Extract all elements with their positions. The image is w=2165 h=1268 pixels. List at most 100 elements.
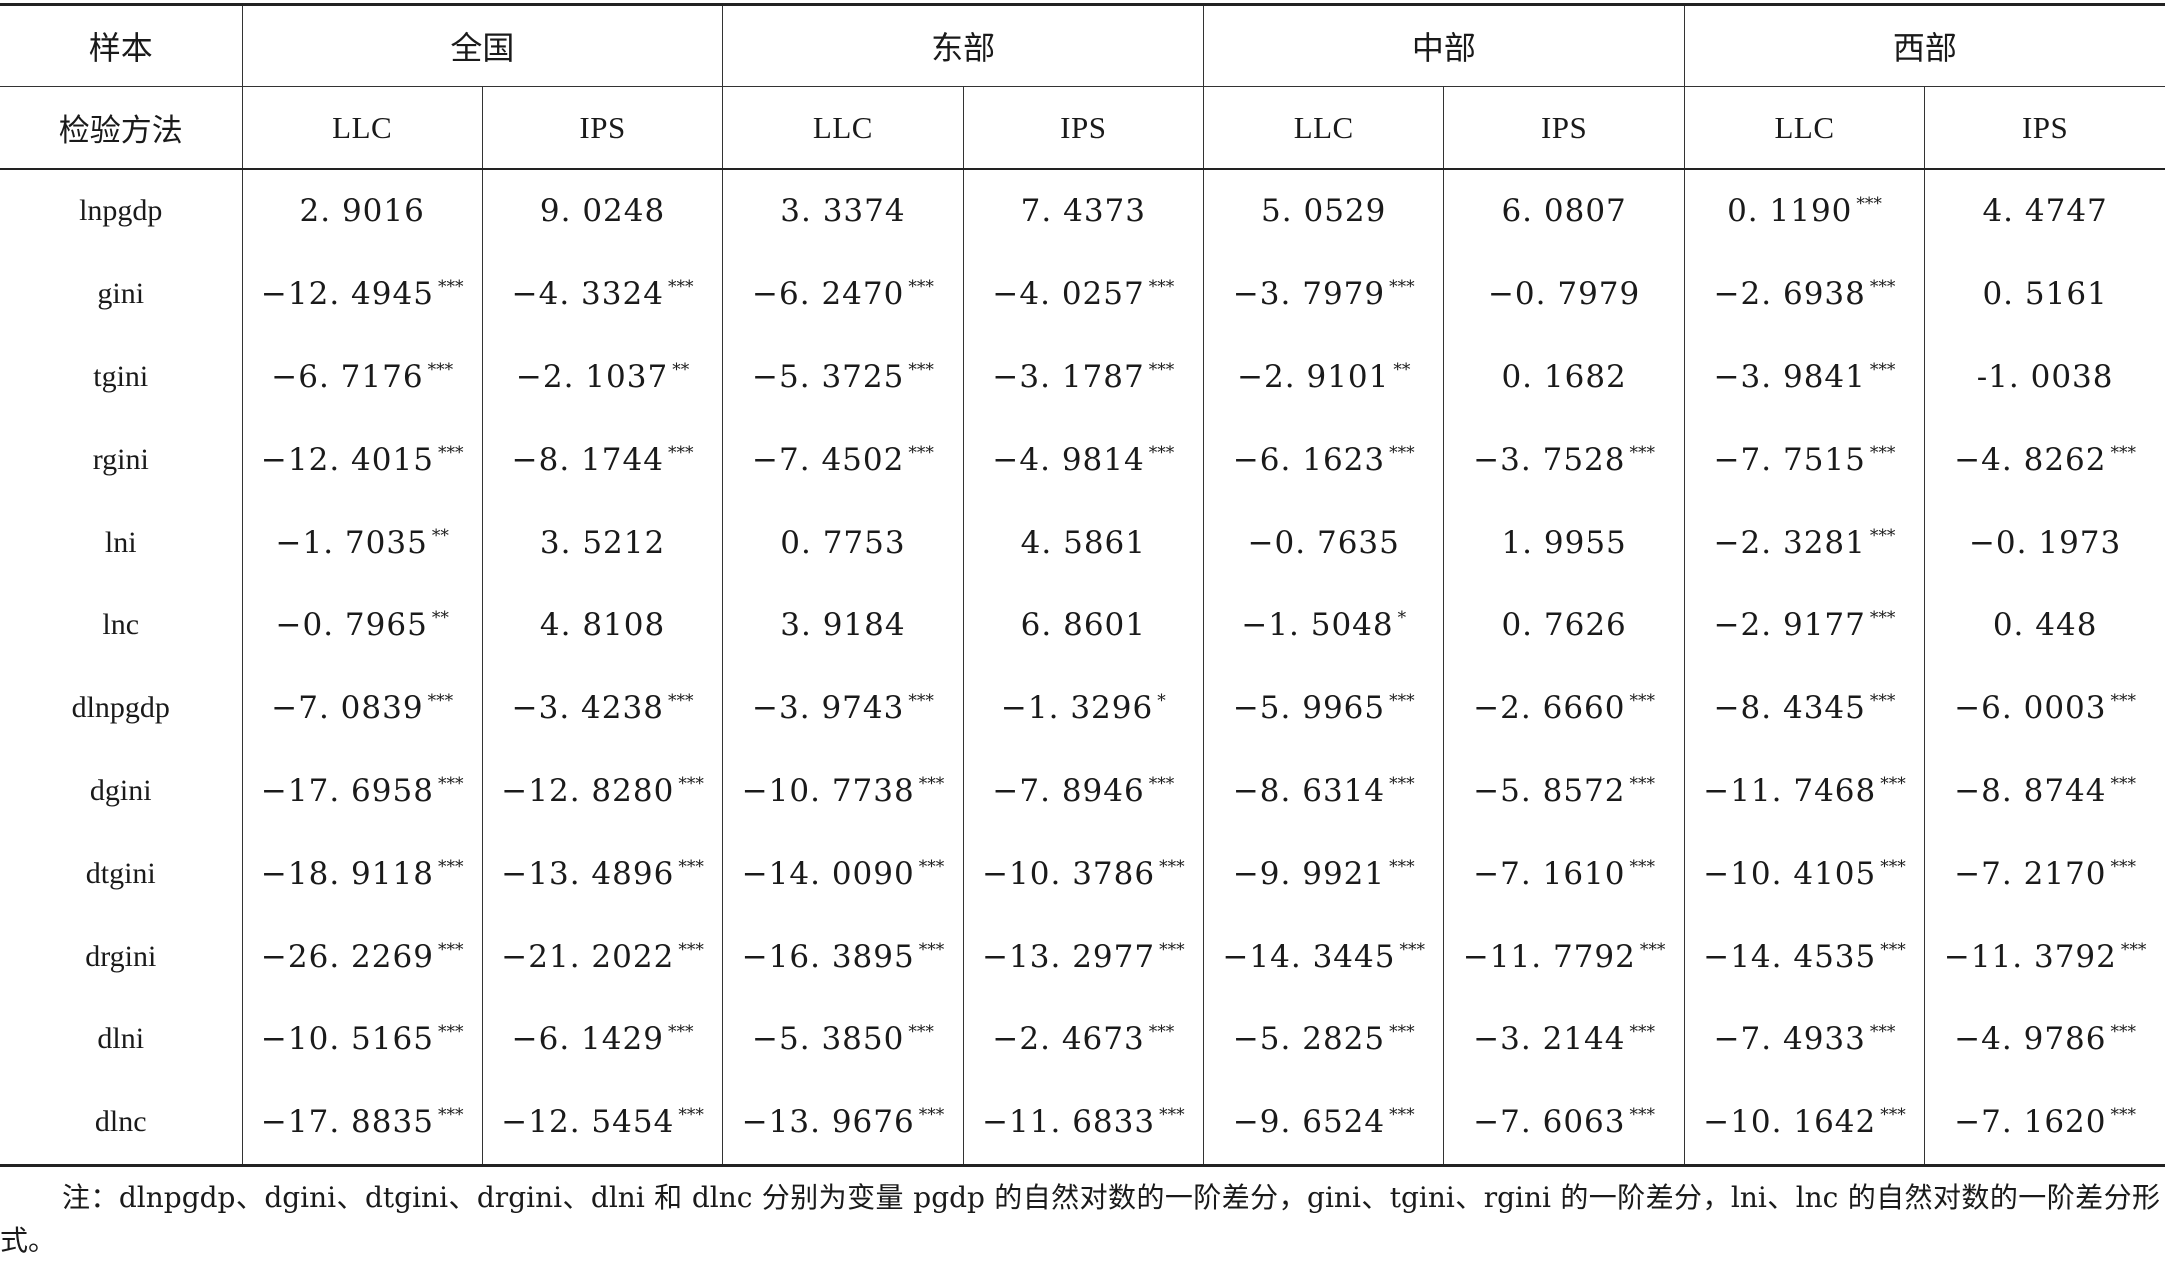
statistic-cell: −11. 6833 *** <box>962 1080 1204 1167</box>
statistic-cell: −10. 5165 *** <box>241 997 483 1081</box>
table-row: rgini −12. 4015 *** −8. 1744 *** −7. 4502 *** −… <box>0 418 2165 502</box>
test-statistic-value: −13. 2977 <box>982 938 1156 975</box>
table-row: dlnc −17. 8835 *** −12. 5454 *** −13. 9676 ***… <box>0 1080 2165 1167</box>
significance-stars: *** <box>1148 359 1175 380</box>
statistic-cell: −0. 1973 <box>1924 501 2165 584</box>
significance-stars: *** <box>908 277 934 298</box>
method-header-cell: IPS <box>481 86 723 170</box>
test-statistic-value: −14. 3445 <box>1222 938 1396 975</box>
statistic-cell: −0. 7635 <box>1203 501 1444 584</box>
significance-stars: *** <box>2120 939 2147 960</box>
test-statistic-value: −4. 9786 <box>1954 1021 2107 1058</box>
statistic-cell: −2. 1037 ** <box>481 335 723 419</box>
variable-name-cell: tgini <box>93 359 149 393</box>
test-statistic-value: 6. 8601 <box>1020 607 1146 644</box>
method-header-cell: LLC <box>722 86 964 170</box>
test-statistic-value: −2. 6938 <box>1713 276 1866 313</box>
test-statistic-value: 9. 0248 <box>539 193 666 230</box>
test-statistic-value: −9. 6524 <box>1232 1104 1386 1141</box>
statistic-cell: 0. 7626 <box>1443 583 1685 667</box>
statistic-cell: 7. 4373 <box>962 169 1204 253</box>
region-header-west: 西部 <box>1683 3 2165 87</box>
significance-stars: *** <box>1869 691 1896 712</box>
region-header-east: 东部 <box>722 3 1204 87</box>
significance-stars: *** <box>2110 856 2137 877</box>
significance-stars: *** <box>1629 773 1656 794</box>
test-statistic-value: −7. 7515 <box>1713 441 1866 478</box>
significance-stars: *** <box>678 1105 704 1126</box>
variable-name-cell: drgini <box>85 939 157 973</box>
statistic-cell: −17. 8835 *** <box>241 1080 483 1167</box>
variable-name-cell: dtgini <box>85 856 156 890</box>
significance-stars: *** <box>1880 939 1906 960</box>
significance-stars: *** <box>1629 442 1656 463</box>
significance-stars: *** <box>1856 194 1882 215</box>
statistic-cell: −26. 2269 *** <box>241 915 483 998</box>
statistic-cell: −6. 0003 *** <box>1924 666 2165 750</box>
significance-stars: *** <box>427 359 454 380</box>
statistic-cell: −18. 9118 *** <box>241 832 483 916</box>
test-statistic-value: −4. 0257 <box>992 276 1145 313</box>
statistic-cell: −14. 4535 *** <box>1683 915 1925 998</box>
statistic-cell: −21. 2022 *** <box>481 915 723 998</box>
table-row: gini −12. 4945 *** −4. 3324 *** −6. 2470 *** −4… <box>0 252 2165 336</box>
method-header-cell: IPS <box>1924 86 2165 170</box>
significance-stars: *** <box>2110 1105 2137 1126</box>
significance-stars: ** <box>1393 359 1411 380</box>
test-statistic-value: −14. 4535 <box>1703 938 1877 975</box>
statistic-cell: −6. 1429 *** <box>481 997 723 1081</box>
variable-name-cell: lnc <box>102 608 140 642</box>
test-statistic-value: −0. 7965 <box>275 607 428 644</box>
table-body: lnpgdp 2. 9016 9. 0248 3. 3374 7. 4373 5. 052… <box>0 169 2165 1167</box>
method-header-cell: IPS <box>962 86 1204 170</box>
significance-stars: *** <box>1629 1022 1656 1043</box>
statistic-cell: −7. 4933 *** <box>1683 997 1925 1081</box>
test-statistic-value: −7. 8946 <box>992 772 1145 809</box>
significance-stars: *** <box>667 1022 694 1043</box>
test-statistic-value: -1. 0038 <box>1976 358 2114 395</box>
statistic-cell: −7. 0839 *** <box>241 666 483 750</box>
statistic-cell: −17. 6958 *** <box>241 749 483 833</box>
statistic-cell: −11. 7792 *** <box>1443 915 1685 998</box>
test-statistic-value: −13. 4896 <box>501 855 675 892</box>
variable-name-cell: gini <box>97 277 145 311</box>
test-statistic-value: 0. 1682 <box>1501 358 1627 395</box>
test-statistic-value: −6. 2470 <box>752 276 905 313</box>
significance-stars: ** <box>431 608 449 629</box>
significance-stars: *** <box>667 691 694 712</box>
test-statistic-value: 0. 7626 <box>1501 607 1627 644</box>
test-statistic-value: −12. 5454 <box>501 1104 675 1141</box>
statistic-cell: −12. 8280 *** <box>481 749 723 833</box>
statistic-cell: −14. 3445 *** <box>1203 915 1444 998</box>
statistic-cell: −2. 9101 ** <box>1203 335 1444 419</box>
significance-stars: *** <box>1869 525 1896 546</box>
statistic-cell: −6. 1623 *** <box>1203 418 1444 502</box>
table-row: drgini −26. 2269 *** −21. 2022 *** −16. 3895 *… <box>0 915 2165 998</box>
significance-stars: *** <box>1629 1105 1656 1126</box>
table-row: dtgini −18. 9118 *** −13. 4896 *** −14. 0090 *… <box>0 832 2165 916</box>
significance-stars: *** <box>1159 939 1185 960</box>
significance-stars: *** <box>427 691 454 712</box>
statistic-cell: −7. 4502 *** <box>722 418 964 502</box>
test-statistic-value: −17. 6958 <box>260 772 434 809</box>
statistic-cell: −7. 2170 *** <box>1924 832 2165 916</box>
test-statistic-value: −3. 2144 <box>1473 1021 1626 1058</box>
statistic-cell: −12. 4015 *** <box>241 418 483 502</box>
statistic-cell: −3. 1787 *** <box>962 335 1204 419</box>
test-statistic-value: 3. 3374 <box>780 193 906 230</box>
statistic-cell: −13. 4896 *** <box>481 832 723 916</box>
variable-name-cell: dgini <box>89 773 152 807</box>
significance-stars: *** <box>908 359 934 380</box>
test-statistic-value: 1. 9955 <box>1501 524 1627 561</box>
statistic-cell: −8. 4345 *** <box>1683 666 1925 750</box>
table-row: lnpgdp 2. 9016 9. 0248 3. 3374 7. 4373 5. 052… <box>0 169 2165 253</box>
test-statistic-value: −4. 8262 <box>1954 441 2107 478</box>
statistic-cell: −11. 3792 *** <box>1924 915 2165 998</box>
statistic-cell: −4. 3324 *** <box>481 252 723 336</box>
significance-stars: *** <box>437 856 464 877</box>
statistic-cell: −10. 1642 *** <box>1683 1080 1925 1167</box>
test-statistic-value: −7. 4502 <box>752 441 905 478</box>
statistic-cell: 3. 3374 <box>722 169 964 253</box>
test-statistic-value: −9. 9921 <box>1232 855 1386 892</box>
statistic-cell: −5. 8572 *** <box>1443 749 1685 833</box>
